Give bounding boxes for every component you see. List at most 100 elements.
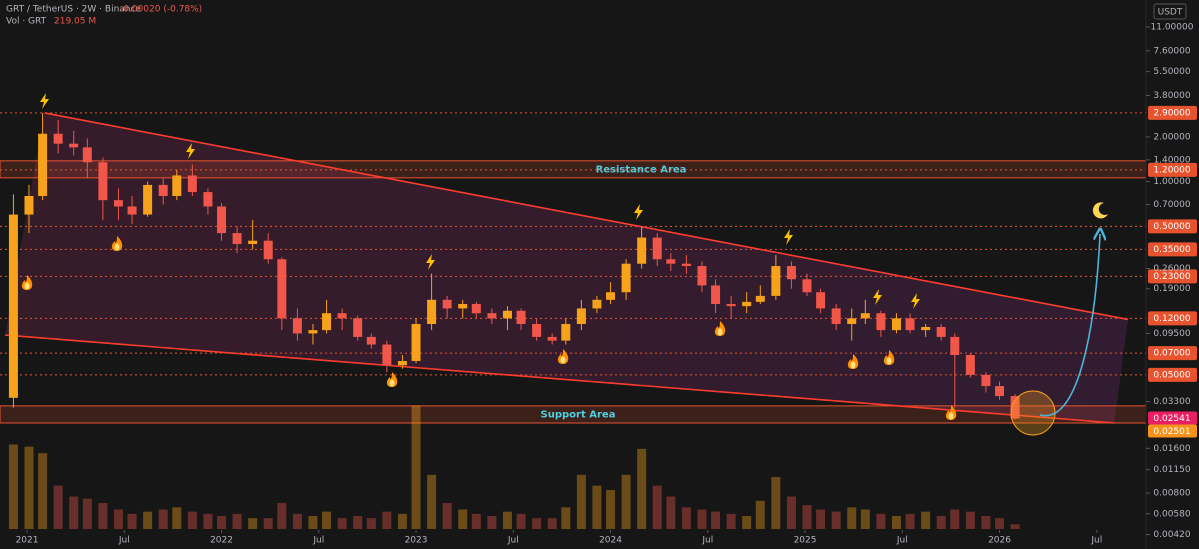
volume-bar [263, 518, 273, 529]
lightning-icon [426, 254, 435, 270]
x-tick-label: 2024 [599, 536, 622, 546]
candle-body [69, 143, 79, 148]
flame-icon [847, 354, 859, 369]
volume-bar [1010, 524, 1020, 529]
candle-body [592, 299, 602, 309]
y-tick-label: 1.00000 [1153, 177, 1190, 187]
price-change: -0.00020 (-0.78%) [120, 5, 202, 15]
candle-body [995, 386, 1005, 397]
volume-bar [561, 507, 571, 529]
candle-body [203, 192, 213, 207]
lightning-icon [784, 229, 793, 245]
lightning-icon [873, 289, 882, 305]
moon-icon [1092, 202, 1108, 219]
volume-bar [292, 513, 302, 529]
volume-bar [158, 509, 168, 529]
flame-core [389, 379, 395, 387]
volume-bar [771, 477, 781, 529]
symbol-title: GRT / TetherUS · 2W · Binance [6, 5, 141, 15]
flame-core [114, 243, 120, 251]
axis-layer: 2.90000 1.20000 0.50000 0.35000 0.23000 0.120… [16, 22, 1197, 546]
candle-body [860, 313, 870, 319]
volume-value: 219.05 M [54, 17, 96, 27]
candle-body [82, 147, 92, 163]
flame-icon [557, 349, 569, 364]
candle-body [621, 263, 631, 293]
y-tick-label: 2.00000 [1153, 132, 1190, 142]
volume-bar [113, 509, 123, 529]
lightning-icon [911, 293, 920, 309]
price-marker-label: 0.02501 [1153, 427, 1190, 437]
candle-body [158, 184, 168, 196]
candle-body [38, 133, 48, 196]
level-label-box [1148, 242, 1197, 257]
volume-bar [69, 496, 79, 529]
volume-bar [576, 474, 586, 529]
x-tick-label: Jul [896, 536, 908, 546]
candle-body [502, 310, 512, 319]
candle-body [98, 162, 108, 201]
candle-body [921, 326, 931, 331]
candle-body [308, 330, 318, 334]
candle-body [936, 326, 946, 337]
flame-core [886, 357, 892, 365]
y-tick-label: 0.09500 [1153, 329, 1190, 339]
volume-bar [277, 503, 287, 529]
volume-bar [681, 507, 691, 529]
volume-bar [442, 503, 452, 529]
candle-body [965, 355, 975, 375]
flame-core [850, 361, 856, 369]
candle-body [8, 214, 18, 398]
volume-bar [98, 503, 108, 529]
candle-body [532, 323, 542, 337]
volume-bar [308, 516, 318, 529]
x-tick-label: 2026 [988, 536, 1011, 546]
volume-bar [382, 511, 392, 529]
candle-body [292, 318, 302, 334]
x-tick-label: Jul [701, 536, 713, 546]
candle-body [366, 336, 376, 345]
candle-body [1010, 396, 1020, 419]
zone-label: Support Area [541, 409, 616, 420]
level-label: 0.12000 [1153, 314, 1190, 324]
x-tick-label: Jul [507, 536, 519, 546]
volume-bar [637, 448, 647, 529]
volume-bar [666, 496, 676, 529]
volume-bar [143, 511, 153, 529]
projection-arrow [1039, 234, 1100, 417]
volume-bar [697, 509, 707, 529]
candle-body [471, 303, 481, 314]
y-tick-label: 3.80000 [1153, 91, 1190, 101]
candle-body [711, 285, 721, 304]
level-label-box [1148, 346, 1197, 361]
volume-bar [24, 446, 34, 529]
candle-body [950, 336, 960, 356]
volume-bar [322, 511, 332, 529]
level-label: 0.05000 [1153, 370, 1190, 380]
candle-body [547, 336, 557, 341]
candle-body [576, 308, 586, 324]
volume-bar [981, 516, 991, 529]
volume-bar [786, 496, 796, 529]
annotation-layer [21, 93, 1108, 436]
candle-body [232, 233, 242, 245]
flame-icon [945, 405, 957, 420]
y-tick-label: 5.50000 [1153, 67, 1190, 77]
level-label-box [1148, 105, 1197, 120]
volume-bar [217, 516, 227, 529]
y-tick-label: 0.19000 [1153, 284, 1190, 294]
flame-icon [386, 372, 398, 387]
flame-core [948, 412, 954, 420]
volume-bar [337, 518, 347, 529]
candle-body [353, 318, 363, 337]
volume-bar [172, 507, 182, 529]
lightning-icon [186, 143, 195, 159]
candle-body [876, 313, 886, 331]
candle-body [442, 299, 452, 309]
volume-bar [248, 518, 258, 529]
candle-body [24, 195, 34, 215]
candle-body [891, 318, 901, 331]
candle-body [127, 206, 137, 215]
